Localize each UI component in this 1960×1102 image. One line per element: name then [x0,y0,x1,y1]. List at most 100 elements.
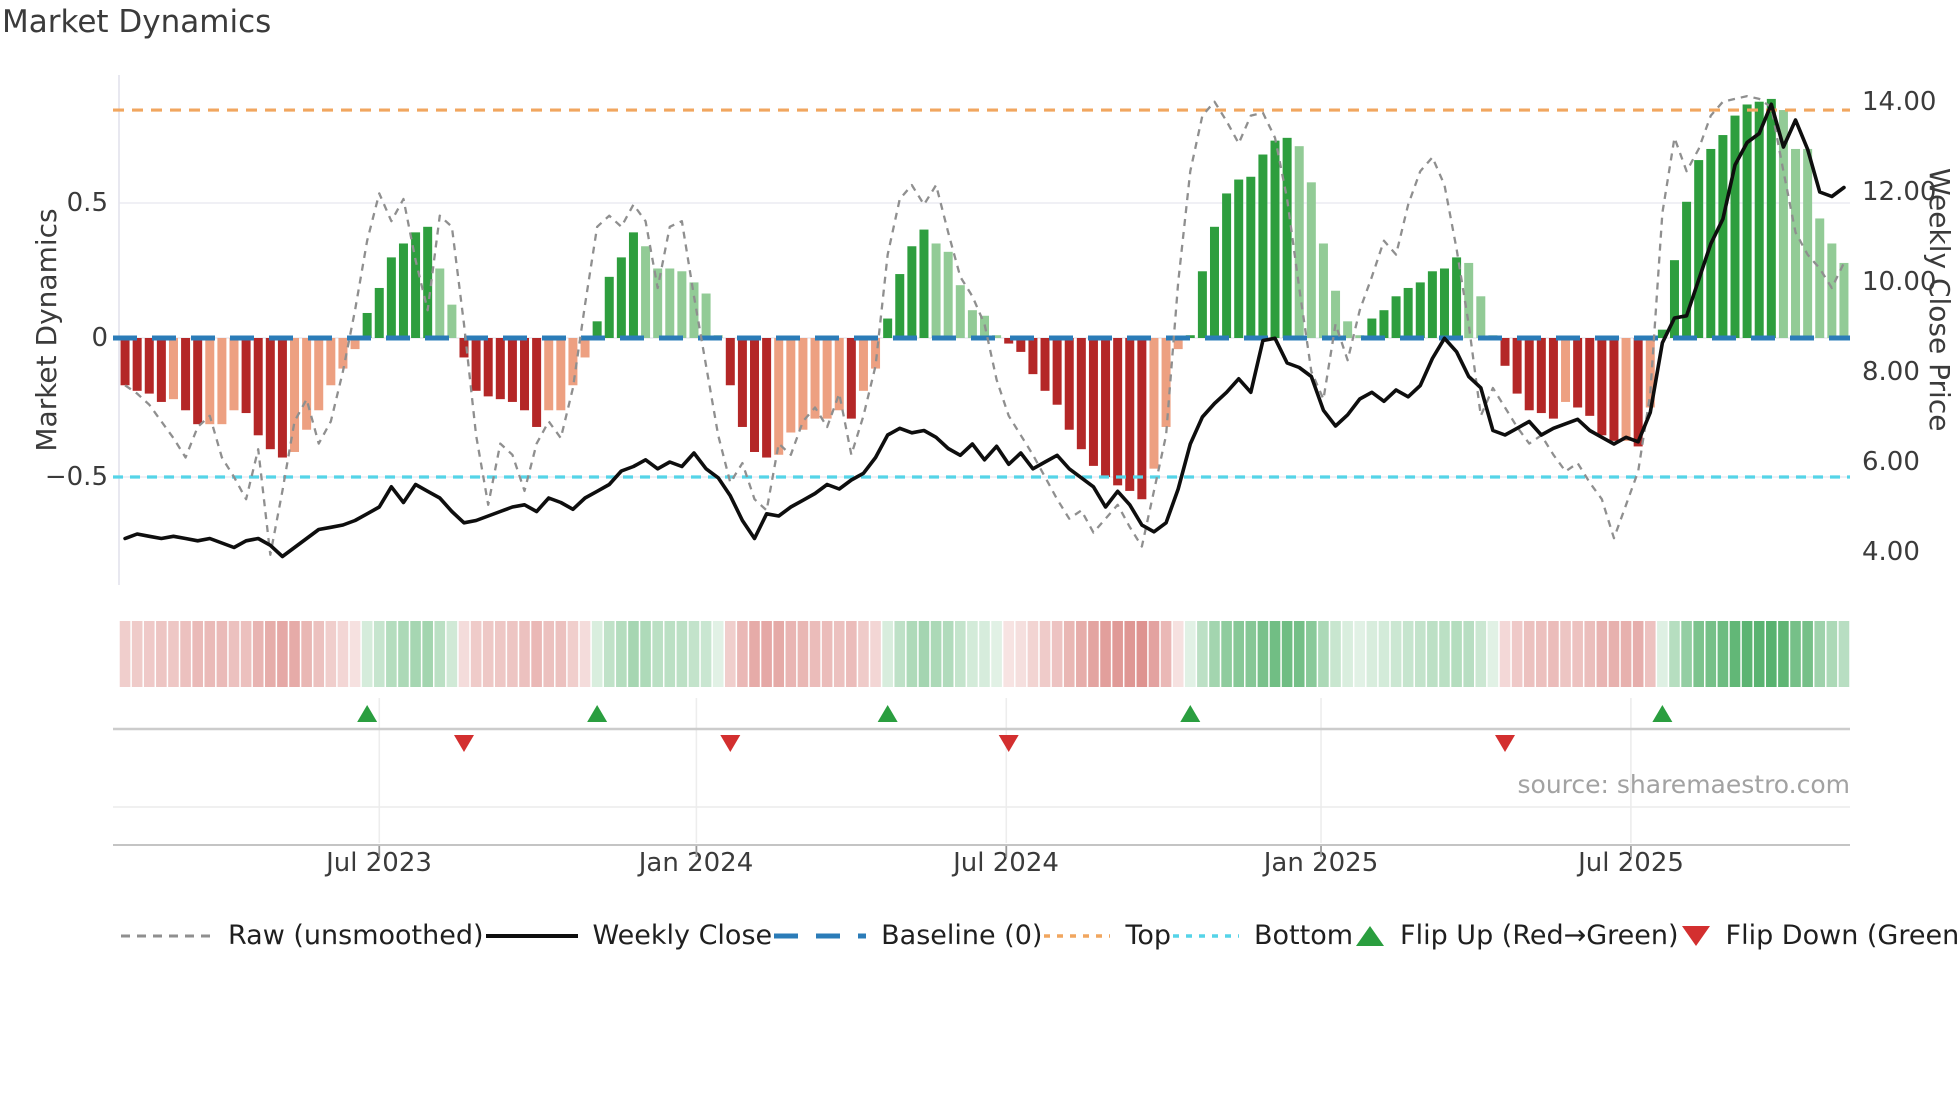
heatmap-cell [1705,621,1717,687]
legend-label: Flip Up (Red→Green) [1400,920,1679,951]
heatmap-cell [918,621,930,687]
heatmap-cell [1051,621,1063,687]
right-tick-14: 14.00 [1862,87,1937,117]
oscillator-bar [1452,257,1462,338]
oscillator-bar [1669,260,1679,338]
oscillator-bar [290,338,300,452]
heatmap-cell [979,621,990,687]
heatmap-cell [676,621,688,687]
oscillator-bar [265,338,275,450]
heatmap-cell [216,621,228,687]
heatmap-cell [495,621,506,687]
right-tick-6: 6.00 [1862,447,1920,477]
heatmap-cell [809,621,821,687]
heatmap-cell [1778,621,1789,687]
oscillator-bar [883,318,893,338]
heatmap-cell [1584,621,1596,687]
heatmap-cell [1039,621,1051,687]
heatmap-cell [1693,621,1704,687]
heatmap-cell [1209,621,1220,687]
oscillator-bar [858,338,868,391]
source-attribution: source: sharemaestro.com [1517,770,1851,799]
heatmap-cell [1499,621,1511,687]
right-tick-4: 4.00 [1862,537,1920,567]
dotted-line-swatch-icon [1173,933,1239,938]
heatmap-cell [1136,621,1148,687]
oscillator-bar [1585,338,1595,416]
heatmap-cell [1330,621,1341,687]
oscillator-bar [544,338,554,411]
oscillator-bar [386,257,396,338]
oscillator-bar [556,338,566,411]
flip-up-marker [1180,705,1201,722]
oscillator-bar [1609,338,1619,441]
heatmap-cell [1560,621,1571,687]
heatmap-cell [930,621,942,687]
oscillator-bar [1076,338,1086,450]
heatmap-cell [192,621,203,687]
oscillator-bar [1718,135,1728,338]
oscillator-bar [435,268,445,338]
heatmap-cell [1681,621,1692,687]
heatmap-cell [507,621,518,687]
oscillator-bar [302,338,312,430]
oscillator-bar [120,338,130,386]
oscillator-bar [507,338,517,402]
oscillator-bar [604,276,614,338]
heatmap-cell [1644,621,1656,687]
heatmap-cell [470,621,482,687]
heatmap-cell [1076,621,1087,687]
oscillator-bar [1222,193,1232,338]
oscillator-bar [181,338,191,411]
oscillator-bar [447,304,457,338]
legend-label: Bottom [1254,920,1354,951]
heatmap-cell [1790,621,1801,687]
heatmap-cell [1366,621,1378,687]
heatmap-cell [991,621,1002,687]
oscillator-bar [132,338,142,391]
oscillator-bar [1839,262,1849,338]
oscillator-bar [677,271,687,338]
oscillator-bar [338,338,348,369]
heatmap-cell [652,621,663,687]
oscillator-bar [1028,338,1038,375]
heatmap-cell [833,621,845,687]
oscillator-bar [1355,335,1365,338]
heatmap-cell [337,621,349,687]
oscillator-bar [1500,338,1510,366]
legend-item-baseline: Baseline (0) [772,920,1042,951]
heatmap-cell [1184,621,1196,687]
heatmap-cell [1354,621,1366,687]
dashed-line-swatch-icon [774,933,867,938]
heatmap-cell [700,621,712,687]
flip-up-marker [1652,705,1673,722]
oscillator-bar [1827,243,1837,338]
heatmap-cell [640,621,651,687]
oscillator-bar [641,246,651,338]
heatmap-cell [1814,621,1826,687]
heatmap-cell [591,621,603,687]
oscillator-bar [1101,338,1111,477]
oscillator-bar [156,338,166,402]
heatmap-cell [1523,621,1535,687]
oscillator-bar [919,229,929,338]
oscillator-bar [992,335,1002,338]
oscillator-bar [495,338,505,400]
heatmap-cell [349,621,361,687]
dotted-line-swatch-icon [1044,933,1111,938]
heatmap-cell [1632,621,1644,687]
heatmap-cell [398,621,409,687]
oscillator-bar [1573,338,1583,408]
heatmap-cell [785,621,797,687]
flip-down-marker [998,735,1019,752]
flip-up-marker [357,705,378,722]
oscillator-bar [762,338,772,458]
heatmap-cell [1826,621,1838,687]
page-title: Market Dynamics [2,4,272,40]
price-line [123,102,1846,559]
heatmap-cell [131,621,143,687]
heatmap-cell [664,621,676,687]
heatmap-cell [1027,621,1039,687]
heatmap-cell [252,621,264,687]
